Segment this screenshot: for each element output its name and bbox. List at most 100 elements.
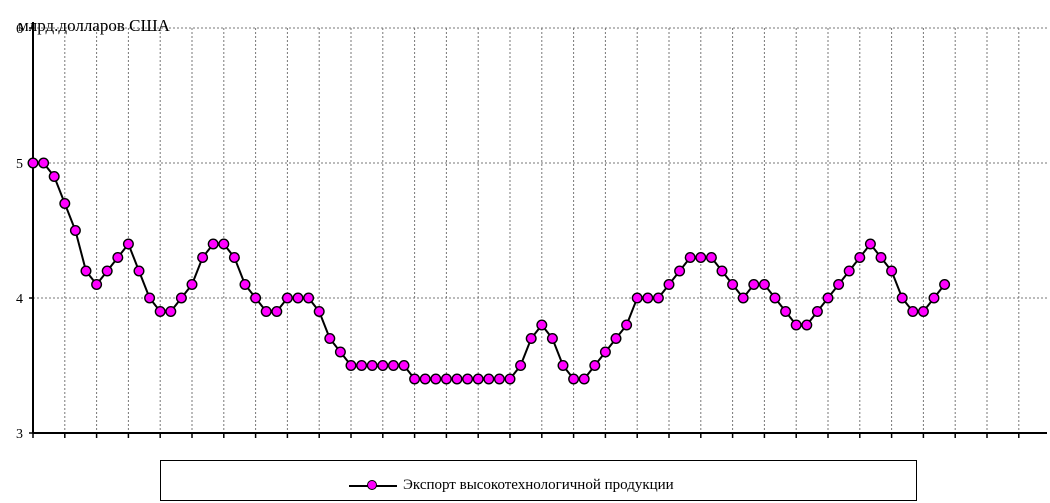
x-tick-label: 1 [157,458,164,460]
y-tick-label: 5 [16,157,23,172]
data-point [695,251,707,263]
data-point [546,333,558,345]
data-point [758,279,770,291]
x-tick-label: 4 [189,458,196,460]
data-point [440,373,452,385]
data-point [345,360,357,372]
x-tick-label: 4 [697,458,704,460]
x-tick-label: 4 [316,458,323,460]
data-point [207,238,219,250]
data-point [875,251,887,263]
data-point [144,292,156,304]
data-point [504,373,516,385]
y-tick-label: 4 [16,292,23,307]
data-point [896,292,908,304]
x-tick-label: 1 [284,458,291,460]
data-point [557,360,569,372]
data-point [621,319,633,331]
data-point [38,157,50,169]
data-point [854,251,866,263]
x-tick-labels: 1 4 7 10 1 4 7 10 1 4 7 10 1 4 7 10 1 4 7 10 1 4 7 10 1 4 7 10 1 4 7 10 [30,458,1026,460]
data-point [239,279,251,291]
data-point [197,251,209,263]
series-line-path [33,162,946,380]
data-point [801,319,813,331]
x-tick-label: 7 [220,458,227,460]
data-point [356,360,368,372]
x-tick-label: 10 [757,458,771,460]
data-point [811,306,823,318]
x-tick-label: 4 [61,458,68,460]
y-tick-labels: 3 4 5 6 [16,22,23,442]
data-point [165,306,177,318]
data-point [790,319,802,331]
legend-entry: Экспорт высокотехнологичной продукции [349,477,674,494]
data-point [568,373,580,385]
data-point [833,279,845,291]
x-tick-label: 10 [1012,458,1026,460]
x-tick-label: 1 [411,458,418,460]
data-point [303,292,315,304]
data-point [716,265,728,277]
series-line [27,157,951,385]
data-point [642,292,654,304]
x-tick-label: 4 [570,458,577,460]
line-chart: 3 4 5 6 1 4 7 10 1 4 7 10 1 4 7 10 1 4 7 10 1 4 7 10 1 4 7 10 1 4 7 10… [16,16,1047,460]
x-tick-label: 7 [475,458,482,460]
data-point [122,238,134,250]
data-point [80,265,92,277]
data-point [652,292,664,304]
data-point [260,306,272,318]
data-point [578,373,590,385]
data-point [281,292,293,304]
x-tick-label: 7 [602,458,609,460]
data-point [48,170,60,182]
data-point [515,360,527,372]
x-tick-label: 1 [666,458,673,460]
data-point [599,346,611,358]
data-point [928,292,940,304]
data-point [525,333,537,345]
x-tick-label: 1 [30,458,37,460]
y-tick-label: 6 [16,22,23,37]
x-tick-label: 7 [729,458,736,460]
x-tick-label: 4 [825,458,832,460]
legend-marker-icon [349,479,397,493]
x-tick-label: 1 [538,458,545,460]
data-point [112,251,124,263]
data-point [334,346,346,358]
data-point [631,292,643,304]
data-point [864,238,876,250]
data-point [133,265,145,277]
data-point [886,265,898,277]
legend-label: Экспорт высокотехнологичной продукции [403,477,674,493]
axes [29,22,1047,438]
x-tick-label: 4 [952,458,959,460]
data-point [939,279,951,291]
x-tick-label: 10 [249,458,263,460]
data-point [377,360,389,372]
data-point [409,373,421,385]
y-tick-label: 3 [16,427,23,442]
data-point [472,373,484,385]
data-point [366,360,378,372]
data-point [483,373,495,385]
data-point [451,373,463,385]
x-tick-label: 10 [121,458,135,460]
data-point [154,306,166,318]
data-point [610,333,622,345]
data-point [313,306,325,318]
data-point [748,279,760,291]
data-point [91,279,103,291]
data-point [398,360,410,372]
data-point [705,251,717,263]
data-point [843,265,855,277]
data-point [462,373,474,385]
x-tick-label: 7 [348,458,355,460]
x-tick-label: 7 [856,458,863,460]
data-point [101,265,113,277]
data-point [493,373,505,385]
data-point [917,306,929,318]
data-point [271,306,283,318]
x-tick-label: 10 [630,458,644,460]
